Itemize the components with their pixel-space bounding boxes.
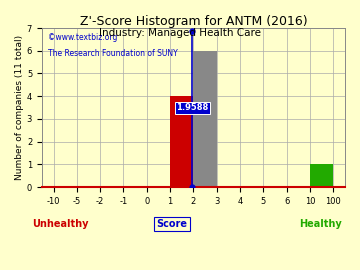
Bar — [310, 164, 333, 187]
Text: 1.9588: 1.9588 — [176, 103, 208, 112]
Text: Unhealthy: Unhealthy — [32, 219, 88, 229]
Text: Healthy: Healthy — [300, 219, 342, 229]
Text: The Research Foundation of SUNY: The Research Foundation of SUNY — [48, 49, 178, 58]
Title: Z'-Score Histogram for ANTM (2016): Z'-Score Histogram for ANTM (2016) — [80, 15, 307, 28]
Bar — [193, 51, 217, 187]
Text: Industry: Managed Health Care: Industry: Managed Health Care — [99, 28, 261, 38]
Text: Score: Score — [157, 219, 188, 229]
Bar — [170, 96, 193, 187]
Text: ©www.textbiz.org: ©www.textbiz.org — [48, 33, 117, 42]
Y-axis label: Number of companies (11 total): Number of companies (11 total) — [15, 35, 24, 180]
